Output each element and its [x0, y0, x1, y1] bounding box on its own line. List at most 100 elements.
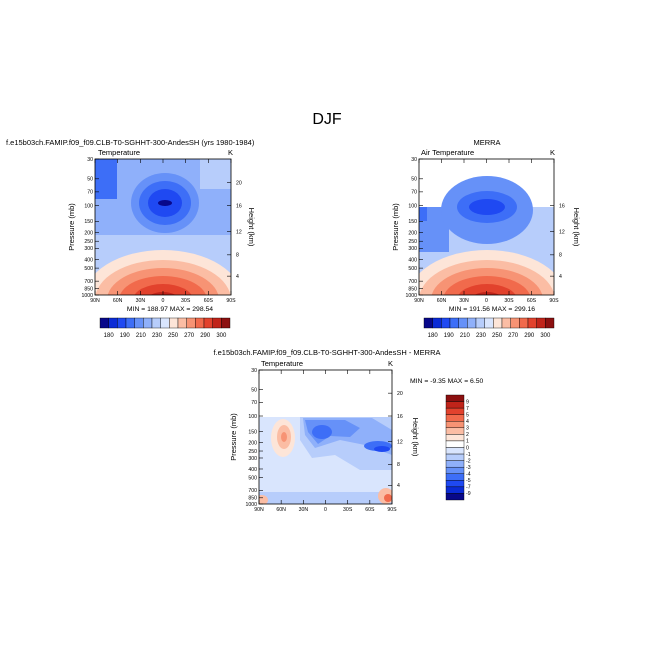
diff-colorbar-box: [445, 401, 465, 409]
diff-colorbar-label: 7: [466, 406, 469, 412]
colorbar-box: [212, 317, 222, 329]
y-tick-label: 850: [408, 286, 417, 292]
x-tick-label: 30N: [136, 298, 146, 304]
model-axes: 90N 60N 30N 0 30S 60S 90S 30 50 70 100 150 200 250300…: [81, 157, 241, 304]
colorbar-label-merra: 190: [444, 333, 455, 339]
colorbar-box: [177, 317, 187, 329]
height-tick-label: 4: [397, 483, 400, 489]
colorbar-box: [134, 317, 144, 329]
diff-colorbar-label: -2: [466, 458, 471, 464]
merra-ylabel: Pressure (mb): [391, 203, 400, 251]
diff-colorbar-label: -4: [466, 472, 471, 478]
x-tick-label: 90S: [226, 298, 236, 304]
colorbar-box: [195, 317, 205, 329]
y-tick-label: 300: [248, 456, 257, 462]
y-tick-label: 70: [251, 400, 257, 406]
y-tick-label: 200: [408, 230, 417, 236]
y-tick-label: 500: [248, 475, 257, 481]
diff-colorbar-box: [445, 407, 465, 415]
colorbar-box-merra: [501, 317, 511, 329]
colorbar-box: [143, 317, 153, 329]
merra-stats: MIN = 191.56 MAX = 299.16: [449, 306, 535, 313]
model-field: [95, 159, 231, 295]
diff-colorbar-label: -1: [466, 452, 471, 458]
y-tick-label: 70: [87, 190, 93, 196]
diff-field: [259, 417, 392, 504]
page-title: DJF: [312, 111, 342, 128]
diff-subtitle: Temperature: [261, 359, 303, 368]
colorbar-box: [221, 317, 231, 329]
diff-ylabel: Pressure (mb): [229, 413, 238, 461]
diff-colorbar-box: [445, 414, 465, 422]
diff-colorbar-box: [445, 480, 465, 488]
model-ylabel: Pressure (mb): [67, 203, 76, 251]
x-tick-label: 90S: [549, 298, 559, 304]
y-tick-label: 400: [408, 257, 417, 263]
x-tick-label: 60S: [527, 298, 537, 304]
diff-colorbar-label: -9: [466, 491, 471, 497]
merra-warm-6: [474, 292, 500, 295]
x-tick-label: 0: [324, 507, 327, 513]
y-tick-label: 150: [248, 429, 257, 435]
x-tick-label: 60N: [276, 507, 286, 513]
height-tick-label: 16: [236, 203, 242, 209]
diff-colorbar-label: 1: [466, 439, 469, 445]
diff-colorbar-box: [445, 473, 465, 481]
x-tick-label: 60S: [365, 507, 375, 513]
colorbar-box-merra: [432, 317, 442, 329]
height-tick-label: 16: [397, 414, 403, 420]
diff-ylabel-right: Height (km): [411, 418, 420, 457]
y-tick-label: 100: [408, 203, 417, 209]
model-warm-5: [134, 284, 192, 295]
colorbar-box-merra: [449, 317, 459, 329]
colorbar-label-merra: 300: [540, 333, 551, 339]
x-tick-label: 0: [485, 298, 488, 304]
merra-title: MERRA: [473, 138, 500, 147]
model-polar-warm: [200, 159, 231, 189]
y-tick-label: 150: [408, 219, 417, 225]
colorbar-box-merra: [536, 317, 546, 329]
merra-subtitle: Air Temperature: [421, 148, 474, 157]
diff-colorbar-box: [445, 421, 465, 429]
x-tick-label: 30S: [181, 298, 191, 304]
colorbar-box: [151, 317, 161, 329]
diff-colorbar-label: 5: [466, 412, 469, 418]
colorbar-label-merra: 290: [524, 333, 535, 339]
merra-field: [419, 176, 554, 295]
model-units: K: [228, 148, 233, 157]
colorbar-box-merra: [423, 317, 433, 329]
diff-colorbar-label: 0: [466, 445, 469, 451]
colorbar-box: [203, 317, 213, 329]
x-tick-label: 30S: [343, 507, 353, 513]
colorbar-box: [169, 317, 179, 329]
x-tick-label: 60N: [113, 298, 123, 304]
panel-diff: f.e15b03ch.FAMIP.f09_f09.CLB-T0-SGHHT-30…: [213, 348, 483, 513]
diff-pos-3: [281, 432, 287, 442]
y-tick-label: 400: [84, 257, 93, 263]
diff-title: f.e15b03ch.FAMIP.f09_f09.CLB-T0-SGHHT-30…: [213, 348, 440, 357]
colorbar-box-merra: [545, 317, 555, 329]
colorbar-label: 290: [200, 333, 211, 339]
colorbar-label: 230: [152, 333, 163, 339]
y-tick-label: 50: [251, 387, 257, 393]
colorbar-box-merra: [484, 317, 494, 329]
y-tick-label: 700: [408, 279, 417, 285]
height-tick-label: 8: [236, 253, 239, 259]
diff-stats: MIN = -9.35 MAX = 6.50: [410, 378, 484, 385]
colorbar-box: [186, 317, 196, 329]
diff-surface-warm-north: [259, 495, 268, 504]
y-tick-label: 250: [248, 449, 257, 455]
colorbar-label-merra: 210: [460, 333, 471, 339]
diff-colorbar-label: 4: [466, 419, 469, 425]
y-tick-label: 30: [87, 157, 93, 163]
y-tick-label: 200: [248, 440, 257, 446]
y-tick-label: 1000: [245, 502, 257, 508]
height-tick-label: 8: [397, 462, 400, 468]
colorbar-label-merra: 250: [492, 333, 503, 339]
height-tick-label: 8: [559, 253, 562, 259]
diff-colorbar-label: 2: [466, 432, 469, 438]
diff-colorbar-label: -7: [466, 485, 471, 491]
colorbar-box-merra: [458, 317, 468, 329]
y-tick-label: 700: [84, 279, 93, 285]
height-tick-label: 20: [397, 391, 403, 397]
